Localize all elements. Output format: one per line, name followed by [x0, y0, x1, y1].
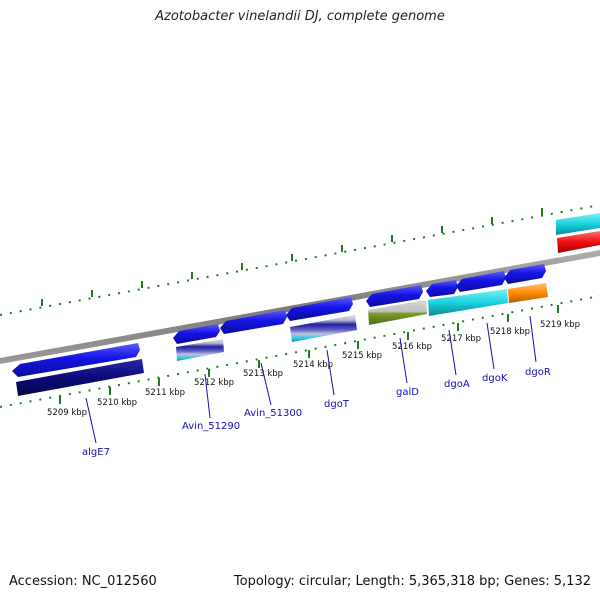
gene-arrow-algE7[interactable] [12, 343, 140, 377]
scale-label: 5209 kbp [47, 408, 87, 418]
inner-tick-track [0, 295, 600, 408]
gene-arrow-dgoa[interactable] [426, 280, 458, 297]
right-edge-features [556, 213, 600, 253]
genome-summary: Topology: circular; Length: 5,365,318 bp… [233, 574, 591, 589]
feature-block-gald[interactable] [368, 300, 427, 325]
scale-label: 5214 kbp [293, 360, 333, 370]
gene-label-dgok[interactable]: dgoK [482, 373, 508, 384]
leader-line-algE7 [85, 397, 97, 444]
leader-line-gald [399, 337, 408, 384]
feature-block-right-cyan[interactable] [556, 213, 600, 235]
gene-label-algE7[interactable]: algE7 [82, 447, 110, 458]
leader-line-dgoa [448, 329, 457, 376]
scale-label: 5216 kbp [392, 342, 432, 352]
feature-block-cyan[interactable] [428, 289, 508, 316]
feature-block-avin-51290[interactable] [176, 339, 224, 361]
inner-major-ticks [59, 305, 559, 404]
leader-line-dgor [529, 315, 537, 363]
scale-label: 5219 kbp [540, 320, 580, 330]
gene-arrow-dgor[interactable] [504, 264, 546, 284]
outer-major-ticks [41, 208, 543, 306]
gene-label-avin-51300[interactable]: Avin_51300 [244, 408, 302, 419]
leader-line-dgok [486, 322, 495, 370]
gene-arrow-dgok[interactable] [456, 271, 506, 292]
leader-line-avin-51290 [204, 373, 211, 419]
scale-label: 5211 kbp [145, 388, 185, 398]
gene-arrow-dgot[interactable] [286, 297, 353, 321]
gene-label-avin-51290[interactable]: Avin_51290 [182, 421, 240, 432]
scale-label: 5212 kbp [194, 378, 234, 388]
feature-block-dgot[interactable] [290, 315, 357, 342]
gene-arrow-avin-51290[interactable] [173, 324, 220, 344]
feature-block-orange[interactable] [508, 283, 548, 303]
gene-labels: algE7 Avin_51290 Avin_51300 dgoT galD dg… [82, 367, 551, 458]
gene-leader-lines [85, 315, 537, 444]
outer-tick-track [0, 204, 600, 316]
scale-label: 5217 kbp [441, 334, 481, 344]
gene-label-dgor[interactable]: dgoR [525, 367, 551, 378]
leader-line-avin-51300 [260, 362, 272, 406]
scale-label: 5215 kbp [342, 351, 382, 361]
scale-labels: 5209 kbp 5210 kbp 5211 kbp 5212 kbp 5213… [47, 320, 580, 418]
feature-row-2 [16, 283, 548, 396]
forward-strand-genes [12, 264, 546, 377]
map-title: Azotobacter vinelandii DJ, complete geno… [155, 9, 445, 24]
gene-label-dgot[interactable]: dgoT [324, 399, 350, 410]
feature-block-right-red[interactable] [557, 231, 600, 253]
scale-label: 5213 kbp [243, 369, 283, 379]
accession-info: Accession: NC_012560 [9, 574, 157, 589]
scale-label: 5210 kbp [97, 398, 137, 408]
gene-label-dgoa[interactable]: dgoA [444, 379, 470, 390]
gene-arrow-avin-51300[interactable] [220, 310, 287, 334]
gene-label-gald[interactable]: galD [396, 387, 419, 398]
outer-tick-ring [0, 204, 600, 316]
inner-tick-ring [0, 295, 600, 408]
leader-line-dgot [326, 349, 335, 396]
scale-label: 5218 kbp [490, 327, 530, 337]
feature-block-algE7[interactable] [16, 359, 144, 396]
gene-arrow-gald[interactable] [366, 285, 423, 307]
